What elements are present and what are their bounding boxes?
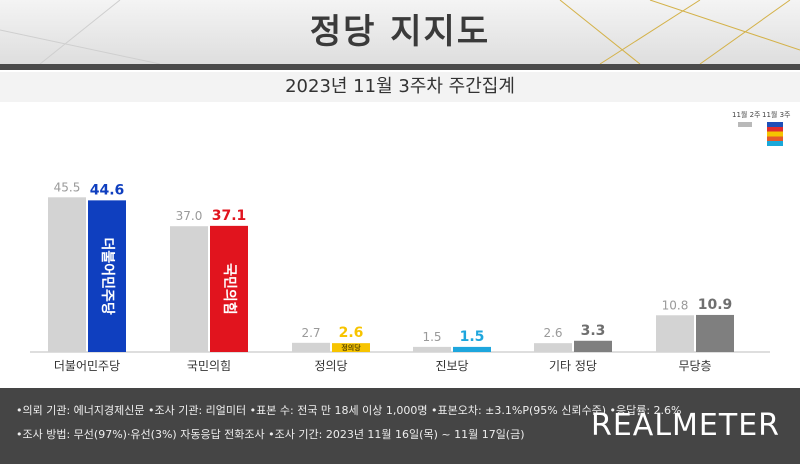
- bar-prev-nonpartisan: [656, 315, 694, 352]
- bar-prev-justice: [292, 342, 330, 352]
- value-label-prev-justice: 2.7: [301, 326, 320, 340]
- value-label-curr-progressive: 1.5: [460, 329, 485, 345]
- value-label-curr-ppp: 37.1: [212, 208, 247, 224]
- header-stripe: [0, 64, 800, 70]
- survey-info-line-2: •조사 방법: 무선(97%)·유선(3%) 자동응답 전화조사 •조사 기간:…: [16, 428, 525, 441]
- bar-prev-other: [534, 343, 572, 352]
- value-label-prev-nonpartisan: 10.8: [662, 298, 689, 312]
- bar-prev-minjoo: [48, 197, 86, 352]
- category-label-nonpartisan: 무당층: [678, 359, 711, 373]
- category-label-progressive: 진보당: [435, 359, 468, 373]
- party-logo-ppp: 국민의힘: [221, 263, 238, 315]
- brand-logo: REALMETER: [591, 408, 780, 443]
- bar-curr-ppp: [210, 225, 248, 352]
- legend-label-curr: 11월 3주: [762, 111, 791, 119]
- legend-item-prev: 11월 2주: [732, 110, 761, 127]
- value-label-curr-minjoo: 44.6: [90, 182, 125, 198]
- header: 정당 지지도: [0, 0, 800, 64]
- legend-swatch-prev: [738, 122, 752, 127]
- legend-item-curr: 11월 3주: [762, 110, 791, 146]
- category-label-other: 기타 정당: [549, 359, 597, 373]
- bar-curr-justice: [332, 343, 370, 352]
- category-label-minjoo: 더불어민주당: [54, 359, 120, 373]
- value-label-curr-justice: 2.6: [339, 325, 364, 341]
- legend-label-prev: 11월 2주: [732, 111, 761, 119]
- value-label-curr-nonpartisan: 10.9: [698, 297, 733, 313]
- bar-curr-nonpartisan: [696, 314, 734, 352]
- value-label-curr-other: 3.3: [581, 323, 606, 339]
- value-label-prev-other: 2.6: [543, 326, 562, 340]
- bar-prev-ppp: [170, 226, 208, 352]
- chart-subtitle: 2023년 11월 3주차 주간집계: [0, 72, 800, 102]
- legend-swatch-curr: [767, 122, 783, 146]
- value-label-prev-minjoo: 45.5: [54, 180, 81, 194]
- party-logo-justice: 정의당: [341, 343, 361, 352]
- legend: 11월 2주 11월 3주: [732, 110, 792, 146]
- bar-curr-progressive: [453, 346, 491, 352]
- value-label-prev-ppp: 37.0: [176, 209, 203, 223]
- bar-curr-minjoo: [88, 200, 126, 352]
- survey-info-line-1: •의뢰 기관: 에너지경제신문 •조사 기관: 리얼미터 •표본 수: 전국 만…: [16, 404, 682, 417]
- value-label-prev-progressive: 1.5: [422, 330, 441, 344]
- category-label-justice: 정의당: [314, 359, 347, 373]
- bar-prev-progressive: [413, 346, 451, 352]
- page-title: 정당 지지도: [309, 12, 491, 52]
- header-decoration: [0, 0, 800, 64]
- party-logo-minjoo: 더불어민주당: [99, 238, 116, 315]
- footer: •의뢰 기관: 에너지경제신문 •조사 기관: 리얼미터 •표본 수: 전국 만…: [0, 388, 800, 464]
- bar-curr-other: [574, 340, 612, 352]
- category-label-ppp: 국민의힘: [187, 359, 231, 373]
